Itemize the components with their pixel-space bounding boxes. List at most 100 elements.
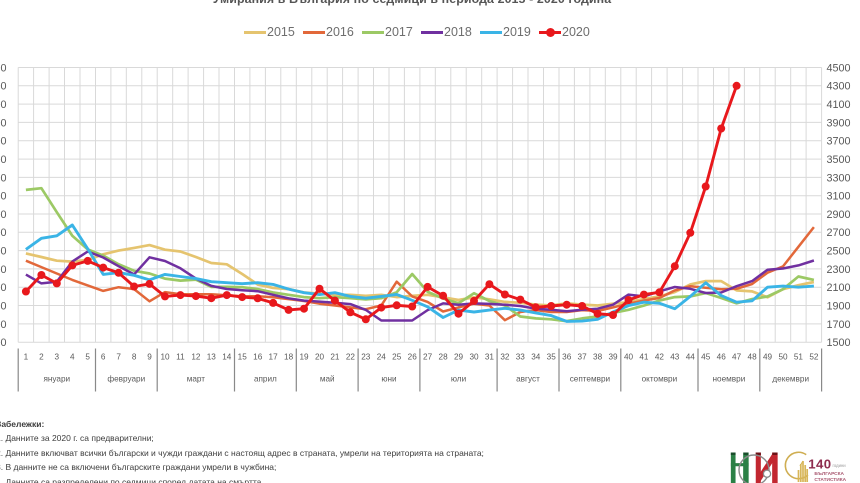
svg-text:февруари: февруари bbox=[107, 375, 145, 384]
svg-text:11: 11 bbox=[176, 353, 185, 362]
svg-text:9: 9 bbox=[147, 353, 152, 362]
svg-text:януари: януари bbox=[43, 375, 70, 384]
svg-text:45: 45 bbox=[701, 353, 711, 362]
svg-text:3700: 3700 bbox=[827, 136, 851, 148]
svg-text:ноември: ноември bbox=[713, 375, 746, 384]
svg-text:41: 41 bbox=[639, 353, 649, 362]
svg-text:51: 51 bbox=[794, 353, 804, 362]
svg-text:2900: 2900 bbox=[0, 209, 7, 221]
svg-text:4100: 4100 bbox=[0, 99, 7, 111]
svg-text:1500: 1500 bbox=[0, 337, 7, 349]
svg-text:3: 3 bbox=[55, 353, 60, 362]
svg-text:3300: 3300 bbox=[0, 172, 7, 184]
svg-text:2500: 2500 bbox=[827, 246, 851, 258]
svg-text:3300: 3300 bbox=[827, 172, 851, 184]
svg-text:47: 47 bbox=[732, 353, 742, 362]
svg-text:52: 52 bbox=[809, 353, 819, 362]
svg-text:4300: 4300 bbox=[827, 81, 851, 93]
svg-text:30: 30 bbox=[469, 353, 479, 362]
svg-text:2300: 2300 bbox=[827, 264, 851, 276]
svg-text:1500: 1500 bbox=[827, 337, 851, 349]
svg-text:29: 29 bbox=[454, 353, 464, 362]
svg-text:28: 28 bbox=[439, 353, 449, 362]
svg-text:6: 6 bbox=[101, 353, 106, 362]
svg-text:4500: 4500 bbox=[0, 62, 7, 74]
svg-text:3100: 3100 bbox=[0, 191, 7, 203]
svg-text:42: 42 bbox=[655, 353, 665, 362]
svg-text:12: 12 bbox=[191, 353, 201, 362]
svg-text:44: 44 bbox=[686, 353, 696, 362]
svg-text:46: 46 bbox=[717, 353, 727, 362]
svg-text:септември: септември bbox=[570, 375, 610, 384]
svg-text:13: 13 bbox=[207, 353, 217, 362]
svg-text:1900: 1900 bbox=[827, 300, 851, 312]
svg-text:март: март bbox=[187, 375, 206, 384]
svg-text:37: 37 bbox=[578, 353, 588, 362]
svg-text:август: август bbox=[516, 375, 540, 384]
svg-text:50: 50 bbox=[778, 353, 788, 362]
svg-text:16: 16 bbox=[253, 353, 263, 362]
svg-text:май: май bbox=[320, 375, 335, 384]
svg-text:2300: 2300 bbox=[0, 264, 7, 276]
svg-text:25: 25 bbox=[392, 353, 402, 362]
svg-text:49: 49 bbox=[763, 353, 773, 362]
svg-text:36: 36 bbox=[562, 353, 572, 362]
svg-text:15: 15 bbox=[238, 353, 248, 362]
svg-text:3900: 3900 bbox=[827, 117, 851, 129]
svg-text:4300: 4300 bbox=[0, 81, 7, 93]
svg-text:3100: 3100 bbox=[827, 191, 851, 203]
svg-text:2100: 2100 bbox=[827, 282, 851, 294]
svg-text:48: 48 bbox=[748, 353, 758, 362]
svg-text:4100: 4100 bbox=[827, 99, 851, 111]
svg-text:5: 5 bbox=[85, 353, 90, 362]
svg-text:3500: 3500 bbox=[827, 154, 851, 166]
svg-text:октомври: октомври bbox=[642, 375, 678, 384]
svg-text:10: 10 bbox=[160, 353, 170, 362]
svg-text:27: 27 bbox=[423, 353, 433, 362]
svg-text:1700: 1700 bbox=[0, 319, 7, 331]
svg-text:3900: 3900 bbox=[0, 117, 7, 129]
svg-text:декември: декември bbox=[772, 375, 809, 384]
svg-text:години: години bbox=[833, 463, 847, 468]
svg-text:24: 24 bbox=[377, 353, 387, 362]
svg-text:8: 8 bbox=[132, 353, 137, 362]
svg-text:2700: 2700 bbox=[0, 227, 7, 239]
svg-text:20: 20 bbox=[315, 353, 325, 362]
svg-text:21: 21 bbox=[330, 353, 340, 362]
svg-text:2900: 2900 bbox=[827, 209, 851, 221]
svg-text:април: април bbox=[254, 375, 277, 384]
svg-text:4500: 4500 bbox=[827, 62, 851, 74]
svg-text:19: 19 bbox=[299, 353, 309, 362]
svg-text:юни: юни bbox=[381, 375, 396, 384]
svg-text:39: 39 bbox=[608, 353, 618, 362]
svg-text:40: 40 bbox=[624, 353, 634, 362]
svg-text:1700: 1700 bbox=[827, 319, 851, 331]
svg-text:18: 18 bbox=[284, 353, 294, 362]
svg-text:17: 17 bbox=[269, 353, 279, 362]
svg-text:38: 38 bbox=[593, 353, 603, 362]
svg-text:СТАТИСТИКА: СТАТИСТИКА bbox=[814, 477, 846, 483]
svg-text:2: 2 bbox=[39, 353, 44, 362]
svg-text:26: 26 bbox=[408, 353, 418, 362]
svg-text:3700: 3700 bbox=[0, 136, 7, 148]
svg-text:1: 1 bbox=[24, 353, 29, 362]
svg-text:140: 140 bbox=[808, 456, 831, 471]
svg-text:22: 22 bbox=[346, 353, 356, 362]
svg-text:33: 33 bbox=[516, 353, 526, 362]
svg-text:43: 43 bbox=[670, 353, 680, 362]
svg-text:2500: 2500 bbox=[0, 246, 7, 258]
svg-text:23: 23 bbox=[361, 353, 371, 362]
svg-text:31: 31 bbox=[485, 353, 495, 362]
svg-text:3500: 3500 bbox=[0, 154, 7, 166]
svg-text:1900: 1900 bbox=[0, 300, 7, 312]
svg-text:7: 7 bbox=[116, 353, 121, 362]
svg-text:2700: 2700 bbox=[827, 227, 851, 239]
svg-text:32: 32 bbox=[500, 353, 510, 362]
svg-text:БЪЛГАРСКА: БЪЛГАРСКА bbox=[814, 471, 844, 477]
svg-text:14: 14 bbox=[222, 353, 232, 362]
svg-text:35: 35 bbox=[547, 353, 557, 362]
svg-text:2100: 2100 bbox=[0, 282, 7, 294]
svg-text:4: 4 bbox=[70, 353, 75, 362]
svg-text:34: 34 bbox=[531, 353, 541, 362]
svg-text:юли: юли bbox=[451, 375, 466, 384]
